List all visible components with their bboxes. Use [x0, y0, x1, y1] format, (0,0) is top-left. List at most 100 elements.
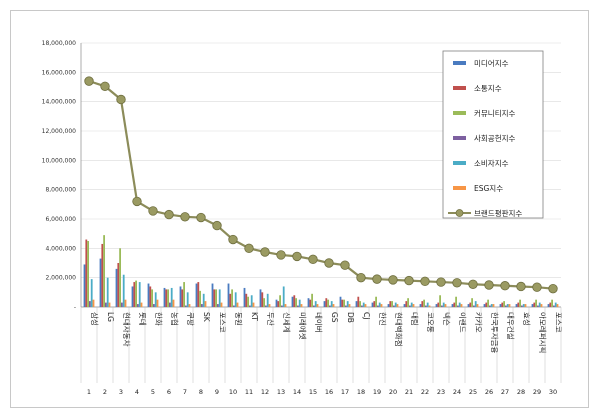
rank-label: 13 [277, 388, 285, 396]
line-point [132, 196, 142, 207]
bar [231, 289, 233, 307]
bar [410, 302, 413, 307]
line-point [500, 281, 510, 291]
bar [249, 305, 251, 307]
line-point [180, 212, 190, 222]
line-point [340, 260, 350, 270]
line-point [292, 251, 302, 262]
bar [163, 287, 166, 307]
bar [309, 299, 312, 307]
rank-label: 23 [437, 388, 445, 396]
rank-label: 7 [183, 388, 187, 396]
category-label: 미래에셋 [298, 312, 307, 340]
line-point [196, 212, 206, 223]
line-point [100, 81, 110, 91]
bar [133, 282, 136, 307]
chart-frame: - 2,000,000 4,000,000 6,000,000 8,000,000 10,… [10, 10, 589, 408]
bar [154, 292, 157, 307]
bar [103, 235, 105, 307]
rank-label: 8 [199, 388, 203, 396]
bar [412, 304, 415, 307]
bar [307, 298, 310, 307]
bar [362, 302, 365, 307]
line-point [260, 247, 270, 257]
bar [217, 304, 219, 307]
category-label: LG [106, 312, 115, 322]
bar [428, 305, 431, 307]
bar [105, 302, 107, 307]
bar [473, 305, 475, 307]
rank-label: 10 [229, 388, 237, 396]
bar [471, 298, 473, 307]
rank-label: 1 [87, 388, 91, 396]
bar [282, 286, 285, 307]
bar [313, 305, 315, 307]
bar [151, 289, 153, 307]
category-label: 포스코 [554, 312, 563, 333]
bar [295, 298, 297, 307]
bar [444, 304, 447, 307]
bar [405, 301, 408, 307]
legend-label: ESG지수 [474, 184, 503, 193]
category-label: 현대자동차 [122, 312, 131, 347]
category-label: 롯데 [138, 312, 147, 326]
category-label: 신세계 [282, 312, 292, 333]
bar [311, 293, 313, 307]
y-tick-label: 6,000,000 [45, 216, 76, 223]
bar [547, 304, 550, 307]
bar [147, 283, 150, 307]
bar [540, 304, 543, 307]
category-label: 동원 [234, 312, 243, 326]
legend-swatch [453, 61, 466, 65]
y-tick-label: 16,000,000 [42, 69, 77, 76]
bar [489, 305, 491, 307]
bar [298, 299, 301, 307]
bar [453, 302, 456, 307]
bar [85, 239, 88, 307]
bar [531, 304, 534, 307]
line-point [228, 234, 238, 245]
line-point [84, 76, 94, 86]
bar [117, 263, 120, 307]
bar [389, 301, 392, 307]
category-label: 대우건설 [506, 312, 516, 340]
bar [115, 268, 118, 307]
bar [202, 293, 205, 307]
bar [387, 304, 390, 307]
bar [99, 258, 102, 307]
bar [106, 277, 109, 307]
bar [266, 293, 269, 307]
bar [252, 302, 255, 307]
line-point [148, 206, 158, 216]
line-point [452, 278, 462, 288]
bar [355, 301, 358, 307]
legend-swatch-marker [455, 209, 464, 217]
axes: - 2,000,000 4,000,000 6,000,000 8,000,000 10,… [42, 40, 563, 396]
bar [259, 289, 262, 307]
bar [391, 301, 393, 307]
bar [332, 304, 335, 307]
bar [149, 286, 152, 307]
rank-label: 5 [151, 388, 155, 396]
bar [455, 296, 457, 307]
bar [245, 293, 248, 307]
bar [243, 287, 246, 307]
bar [140, 302, 143, 307]
bar [250, 295, 253, 307]
rank-label: 20 [389, 388, 397, 396]
bar [291, 296, 294, 307]
bar [215, 289, 217, 307]
bar [323, 301, 326, 307]
bar [359, 301, 361, 307]
category-label: 아모레퍼시픽 [538, 312, 548, 353]
bar [101, 243, 104, 307]
rank-label: 17 [341, 388, 349, 396]
rank-label: 26 [485, 388, 493, 396]
bar [172, 299, 175, 307]
bar [503, 301, 505, 307]
brand-reputation-chart: - 2,000,000 4,000,000 6,000,000 8,000,000 10,… [42, 40, 563, 396]
y-tick-label: 18,000,000 [42, 40, 77, 47]
line-point [468, 279, 478, 289]
bar [535, 299, 537, 307]
bar [83, 264, 86, 307]
